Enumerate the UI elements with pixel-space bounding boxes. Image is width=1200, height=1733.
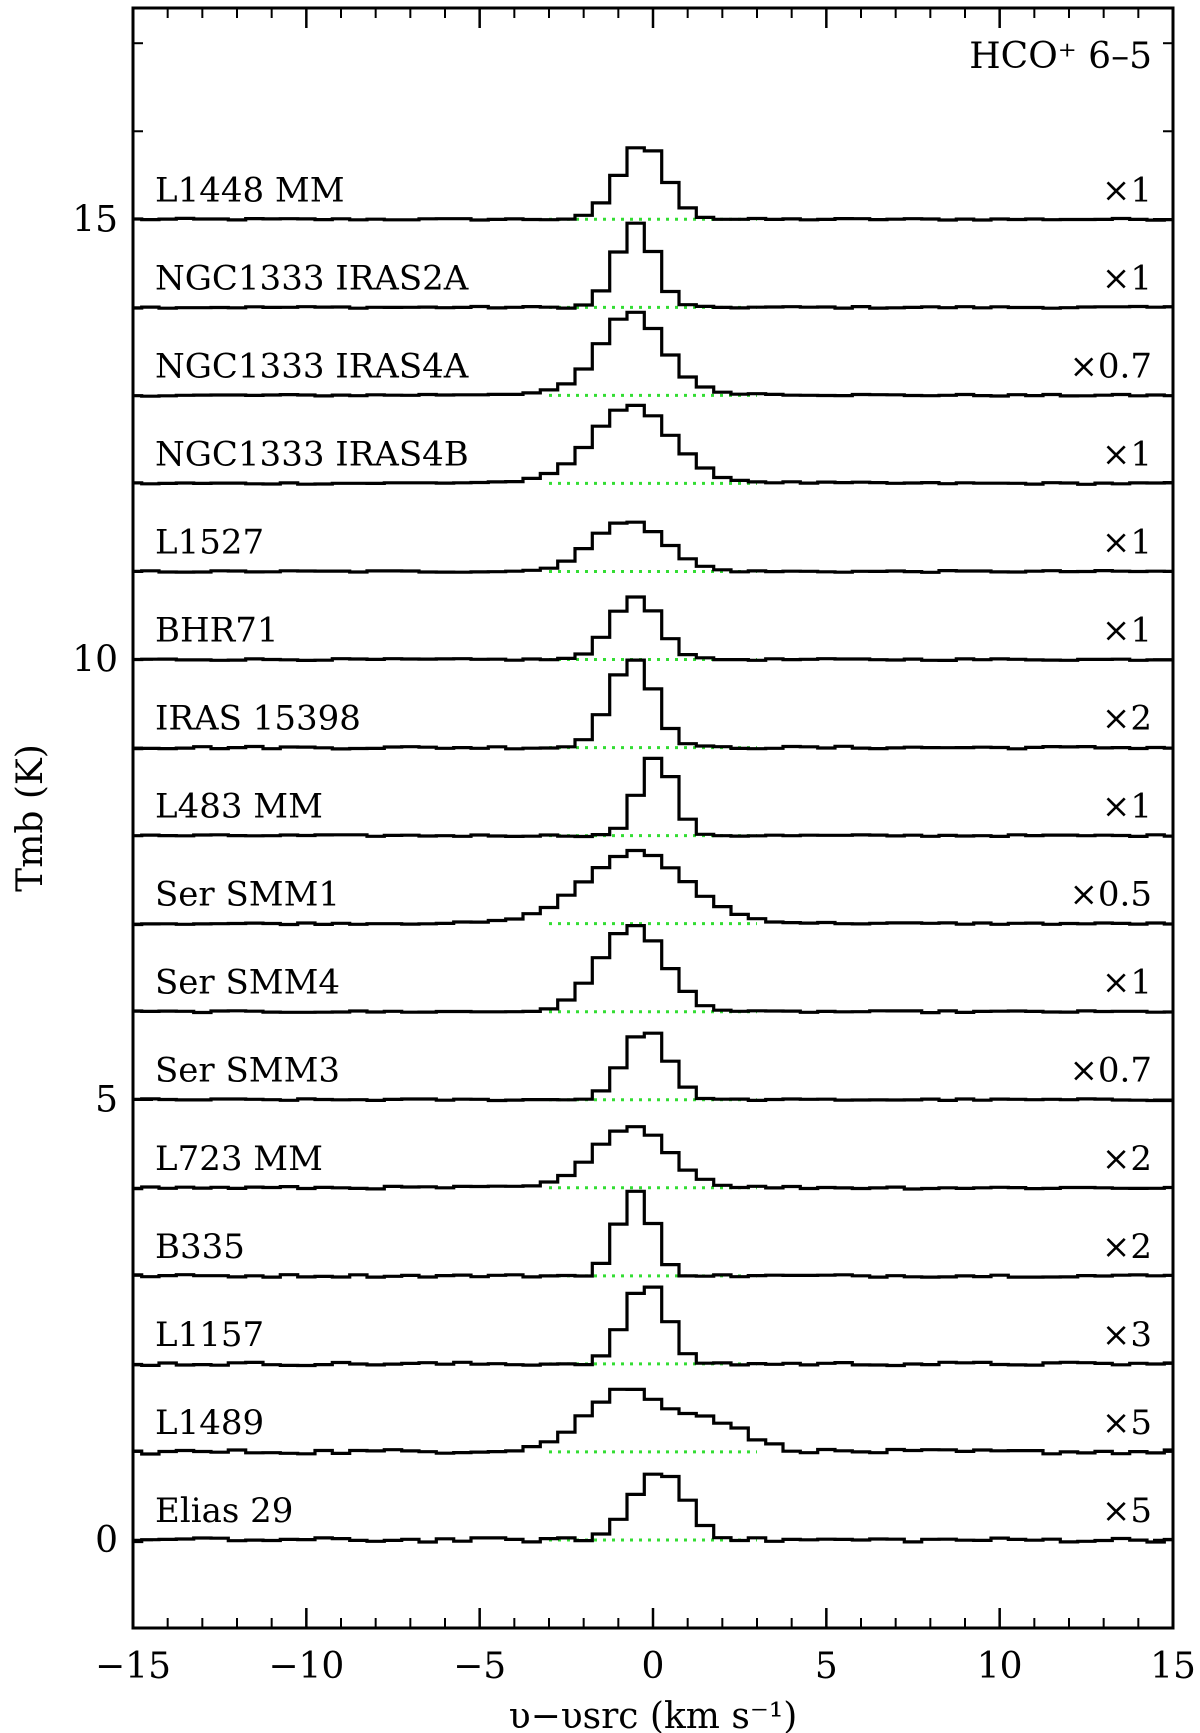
series-name-12: B335 <box>155 1227 245 1267</box>
y-axis-label: Tmb (K) <box>10 744 51 892</box>
series-scale-1: ×1 <box>1102 258 1152 298</box>
series-name-4: L1527 <box>155 522 264 562</box>
spectrum-11 <box>133 1125 1173 1191</box>
series-scale-3: ×1 <box>1102 434 1152 474</box>
spectrum-5 <box>133 595 1173 662</box>
spectrum-1 <box>133 221 1173 310</box>
y-ticks: 0 5 10 15 <box>72 42 1173 1561</box>
series-scale-9: ×1 <box>1102 963 1152 1003</box>
series-scale-10: ×0.7 <box>1069 1051 1152 1091</box>
spectra <box>133 146 1173 1544</box>
series-scale-5: ×1 <box>1102 611 1152 651</box>
x-tick-label: −15 <box>95 1646 171 1687</box>
series-name-13: L1157 <box>155 1315 264 1355</box>
x-tick-label: −10 <box>268 1646 344 1687</box>
spectrum-10 <box>133 1031 1173 1103</box>
x-ticks: −15 −10 −5 0 5 10 15 <box>95 8 1196 1687</box>
series-name-15: Elias 29 <box>155 1491 293 1531</box>
series-scale-8: ×0.5 <box>1069 875 1152 915</box>
series-scale-12: ×2 <box>1102 1227 1152 1267</box>
spectrum-4 <box>133 520 1173 574</box>
spectrum-13 <box>133 1285 1173 1368</box>
series-name-3: NGC1333 IRAS4B <box>155 434 469 474</box>
series-scale-13: ×3 <box>1102 1315 1152 1355</box>
x-tick-label: 10 <box>977 1646 1023 1687</box>
series-labels: L1448 MM ×1 NGC1333 IRAS2A ×1 NGC1333 IRAS4A… <box>155 170 1152 1531</box>
spectrum-14 <box>133 1387 1173 1456</box>
series-scale-2: ×0.7 <box>1069 346 1152 386</box>
spectrum-0 <box>133 146 1173 222</box>
spectrum-8 <box>133 848 1173 927</box>
series-name-1: NGC1333 IRAS2A <box>155 258 469 298</box>
spectrum-7 <box>133 756 1173 839</box>
series-scale-7: ×1 <box>1102 787 1152 827</box>
series-name-11: L723 MM <box>155 1139 323 1179</box>
series-name-14: L1489 <box>155 1403 264 1443</box>
y-tick-label: 0 <box>95 1520 118 1561</box>
spectrum-15 <box>133 1472 1173 1544</box>
x-axis-label: υ−υsrc (km s⁻¹) <box>509 1696 798 1733</box>
series-name-10: Ser SMM3 <box>155 1051 340 1091</box>
x-tick-label: −5 <box>453 1646 506 1687</box>
spectrum-2 <box>133 310 1173 398</box>
x-tick-label: 5 <box>815 1646 838 1687</box>
series-name-8: Ser SMM1 <box>155 875 340 915</box>
spectrum-12 <box>133 1189 1173 1279</box>
series-name-5: BHR71 <box>155 611 279 651</box>
series-name-2: NGC1333 IRAS4A <box>155 346 469 386</box>
chart-title: HCO⁺ 6–5 <box>969 36 1152 77</box>
y-tick-label: 10 <box>72 640 118 681</box>
series-scale-15: ×5 <box>1102 1491 1152 1531</box>
series-name-9: Ser SMM4 <box>155 963 340 1003</box>
series-scale-0: ×1 <box>1102 170 1152 210</box>
series-scale-6: ×2 <box>1102 699 1152 739</box>
baselines <box>549 217 757 1542</box>
y-tick-label: 5 <box>95 1080 118 1121</box>
series-scale-14: ×5 <box>1102 1403 1152 1443</box>
series-name-7: L483 MM <box>155 787 323 827</box>
series-name-0: L1448 MM <box>155 170 345 210</box>
y-tick-label: 15 <box>72 199 118 240</box>
x-tick-label: 0 <box>642 1646 665 1687</box>
x-tick-label: 15 <box>1150 1646 1196 1687</box>
series-scale-11: ×2 <box>1102 1139 1152 1179</box>
spectrum-3 <box>133 403 1173 486</box>
spectrum-9 <box>133 924 1173 1015</box>
spectrum-6 <box>133 658 1173 751</box>
series-scale-4: ×1 <box>1102 522 1152 562</box>
series-name-6: IRAS 15398 <box>155 699 361 739</box>
